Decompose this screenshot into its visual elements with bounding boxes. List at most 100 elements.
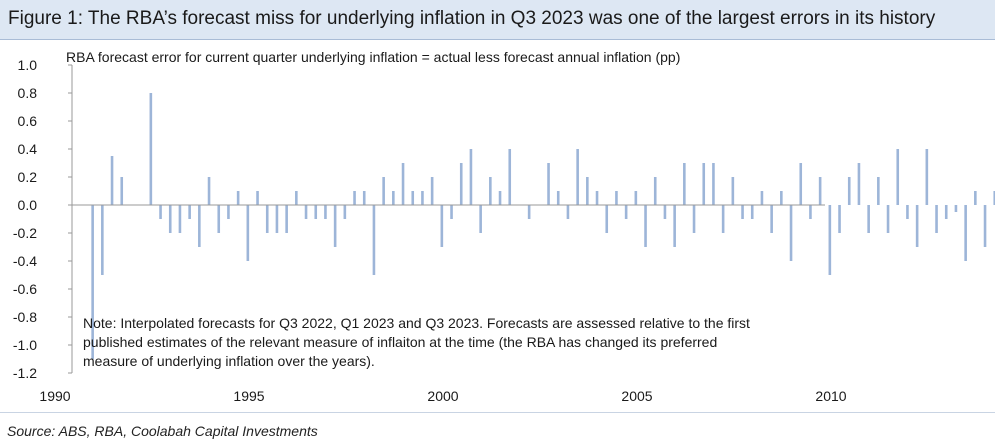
bar bbox=[198, 205, 201, 247]
bar bbox=[644, 205, 647, 247]
bar bbox=[877, 177, 880, 205]
bar bbox=[430, 177, 434, 205]
bar bbox=[663, 205, 667, 219]
bar bbox=[624, 205, 628, 219]
bar bbox=[586, 177, 589, 205]
bar bbox=[964, 205, 967, 261]
bar bbox=[547, 163, 550, 205]
bar bbox=[683, 163, 686, 205]
bar bbox=[721, 205, 725, 233]
bar bbox=[847, 177, 851, 205]
bar bbox=[770, 205, 773, 233]
bar bbox=[702, 163, 706, 205]
bar bbox=[324, 205, 327, 219]
bar bbox=[809, 205, 812, 219]
chart-title: RBA forecast error for current quarter u… bbox=[66, 49, 680, 65]
bar bbox=[362, 191, 366, 205]
bar bbox=[353, 191, 356, 205]
bar bbox=[207, 177, 211, 205]
bar bbox=[101, 205, 104, 275]
bar bbox=[265, 205, 269, 233]
y-tick-label: 0.0 bbox=[18, 197, 38, 213]
y-tick-label: 0.4 bbox=[18, 141, 38, 157]
bar bbox=[750, 205, 754, 219]
x-tick-label: 2000 bbox=[427, 388, 458, 404]
bar bbox=[217, 205, 221, 233]
x-tick-label: 1995 bbox=[233, 388, 264, 404]
bar bbox=[479, 205, 482, 233]
bar bbox=[450, 205, 453, 219]
footer-divider bbox=[0, 412, 995, 413]
bar bbox=[838, 205, 841, 233]
bar bbox=[673, 205, 676, 247]
bar bbox=[275, 205, 279, 233]
x-tick-label: 2010 bbox=[815, 388, 846, 404]
bar bbox=[712, 163, 715, 205]
bar bbox=[780, 191, 783, 205]
bar bbox=[295, 191, 298, 205]
x-tick-label: 1990 bbox=[39, 388, 70, 404]
bar bbox=[935, 205, 938, 233]
bar bbox=[731, 177, 735, 205]
x-axis-ticks: 19901995200020052010201520202025 bbox=[39, 388, 846, 404]
bar bbox=[246, 205, 250, 261]
figure-title: Figure 1: The RBA’s forecast miss for un… bbox=[8, 8, 936, 29]
bar bbox=[227, 205, 230, 219]
bar bbox=[566, 205, 570, 219]
bar bbox=[867, 205, 870, 233]
bar bbox=[120, 177, 124, 205]
bar bbox=[411, 191, 415, 205]
bar bbox=[605, 205, 609, 233]
bar bbox=[392, 191, 395, 205]
bar bbox=[168, 205, 172, 233]
bar bbox=[498, 191, 502, 205]
bar bbox=[236, 191, 240, 205]
bar bbox=[789, 205, 793, 261]
bar bbox=[159, 205, 162, 219]
bar bbox=[556, 191, 560, 205]
bar bbox=[954, 205, 958, 212]
figure-title-bar: Figure 1: The RBA’s forecast miss for un… bbox=[0, 0, 995, 40]
bar bbox=[906, 205, 909, 219]
bar bbox=[857, 163, 861, 205]
bar bbox=[692, 205, 696, 233]
bar bbox=[382, 177, 385, 205]
bar bbox=[634, 191, 638, 205]
bar bbox=[149, 93, 153, 205]
bar bbox=[333, 205, 337, 247]
bar bbox=[653, 177, 657, 205]
bar bbox=[91, 205, 94, 359]
bar bbox=[469, 149, 473, 205]
bar bbox=[944, 205, 948, 219]
bar bbox=[896, 149, 900, 205]
y-tick-label: 0.8 bbox=[18, 85, 38, 101]
bar bbox=[285, 205, 288, 233]
bar bbox=[459, 163, 463, 205]
bars-group bbox=[91, 93, 995, 359]
y-tick-label: -0.8 bbox=[13, 309, 37, 325]
y-tick-label: 1.0 bbox=[18, 57, 38, 73]
bar bbox=[256, 191, 259, 205]
bar bbox=[110, 156, 114, 205]
bar bbox=[527, 205, 531, 219]
bar bbox=[343, 205, 347, 219]
bar bbox=[925, 149, 929, 205]
bar bbox=[760, 191, 764, 205]
bar bbox=[741, 205, 744, 219]
bar bbox=[983, 205, 987, 247]
bar bbox=[178, 205, 182, 233]
x-tick-label: 2005 bbox=[621, 388, 652, 404]
bar bbox=[372, 205, 376, 275]
bar bbox=[576, 149, 579, 205]
bar bbox=[799, 163, 803, 205]
y-axis-ticks: 1.0 0.8 0.6 0.4 0.2 0.0 -0.2 -0.4 -0.6 -0.8 -1.0 -1… bbox=[13, 57, 72, 381]
bar bbox=[421, 191, 424, 205]
y-tick-label: 0.2 bbox=[18, 169, 38, 185]
bar bbox=[314, 205, 318, 219]
bar bbox=[974, 191, 977, 205]
bar bbox=[440, 205, 444, 247]
bar bbox=[615, 191, 618, 205]
y-tick-label: -1.2 bbox=[13, 365, 37, 381]
bar bbox=[818, 177, 822, 205]
bar bbox=[304, 205, 308, 219]
